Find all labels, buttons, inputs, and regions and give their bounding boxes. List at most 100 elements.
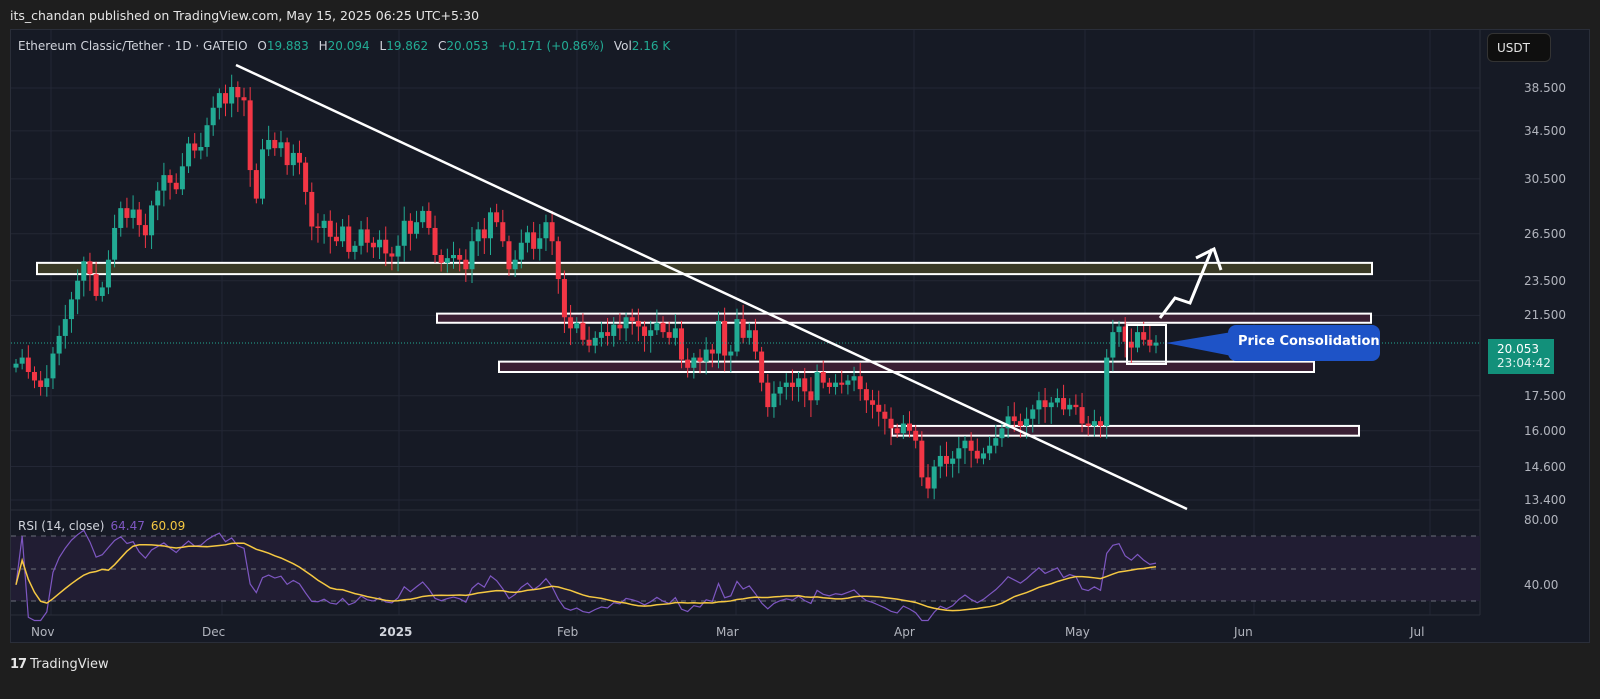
candle (796, 378, 802, 387)
candle (451, 254, 457, 259)
candle (426, 210, 432, 228)
candle (204, 125, 210, 147)
candle (839, 382, 845, 385)
candle (494, 212, 500, 223)
candle (315, 226, 321, 228)
candle (1073, 404, 1079, 408)
candle (75, 280, 81, 300)
candle (463, 259, 469, 270)
candle (715, 320, 721, 354)
candle (303, 162, 309, 192)
candle (216, 93, 222, 108)
candle (62, 319, 68, 336)
candle (149, 205, 155, 236)
candle (1091, 421, 1097, 426)
candle (728, 351, 734, 356)
price-axis-label: 17.500 (1524, 388, 1566, 403)
candle (845, 380, 851, 385)
time-axis-label: Jun (1234, 625, 1253, 639)
candle (611, 324, 617, 336)
candle (87, 261, 93, 275)
candle (765, 382, 771, 408)
candle (340, 226, 346, 242)
candle (987, 445, 993, 454)
time-axis-label: May (1065, 625, 1090, 639)
candle (863, 389, 869, 401)
price-axis-label: 21.500 (1524, 308, 1566, 323)
candle (352, 245, 358, 252)
candle (358, 229, 364, 246)
candle (1122, 326, 1128, 342)
candle (210, 107, 216, 126)
candle (537, 238, 543, 249)
candle (241, 97, 247, 101)
candle (333, 236, 339, 242)
candle (1054, 398, 1060, 403)
candle (321, 220, 327, 228)
candle (648, 330, 654, 336)
candle (383, 239, 389, 254)
candle (487, 212, 493, 239)
candle (475, 229, 481, 242)
rsi-title[interactable]: RSI (14, close) (18, 519, 105, 533)
candle (851, 376, 857, 381)
currency-button[interactable]: USDT (1487, 33, 1551, 62)
candle (993, 438, 999, 446)
candle (734, 319, 740, 352)
candle (999, 428, 1005, 439)
candle (266, 139, 272, 150)
candle (740, 319, 746, 338)
candle (1085, 423, 1091, 426)
candle (1061, 398, 1067, 410)
candle (414, 222, 420, 234)
candle (19, 357, 25, 364)
candle (124, 208, 130, 218)
candle (789, 382, 795, 387)
candle (1110, 332, 1116, 358)
tradingview-logo[interactable]: 17 TradingView (10, 657, 109, 672)
candle (752, 330, 758, 352)
candle (1042, 400, 1048, 408)
candle (518, 242, 524, 260)
candle (1141, 332, 1147, 340)
candle (377, 239, 383, 248)
candle (777, 386, 783, 394)
candle (746, 330, 752, 338)
candle (894, 428, 900, 434)
candle (722, 320, 728, 356)
candle (68, 299, 74, 320)
candle (974, 450, 980, 459)
candle (500, 222, 506, 242)
candle (1098, 421, 1104, 426)
time-axis-label: Mar (716, 625, 739, 639)
candle (925, 477, 931, 489)
rsi-legend: RSI (14, close) 64.47 60.09 (18, 519, 185, 533)
support-resistance-zone (498, 360, 1315, 373)
candle (309, 191, 315, 227)
candle (457, 254, 463, 260)
candle (327, 220, 333, 237)
candle (370, 242, 376, 248)
candle (685, 359, 691, 368)
time-axis-label: Feb (557, 625, 579, 639)
candle (691, 357, 697, 368)
callout-pointer (1166, 332, 1232, 356)
candle (605, 332, 611, 336)
candle (543, 222, 549, 239)
candle (980, 453, 986, 459)
high-value: 20.094 (327, 39, 370, 53)
candle (253, 170, 259, 199)
price-axis-label: 14.600 (1524, 459, 1566, 474)
symbol-name[interactable]: Ethereum Classic/Tether · 1D · GATEIO (18, 39, 248, 53)
price-consolidation-callout[interactable]: Price Consolidation (1228, 325, 1380, 361)
candle (549, 222, 555, 242)
candle (697, 357, 703, 362)
candle (395, 245, 401, 257)
candle (654, 322, 660, 331)
last-price-tag: 20.053 23:04:42 (1488, 339, 1554, 374)
consolidation-box (1126, 324, 1167, 365)
support-resistance-zone (36, 261, 1373, 276)
candle (629, 317, 635, 321)
candle (272, 139, 278, 149)
